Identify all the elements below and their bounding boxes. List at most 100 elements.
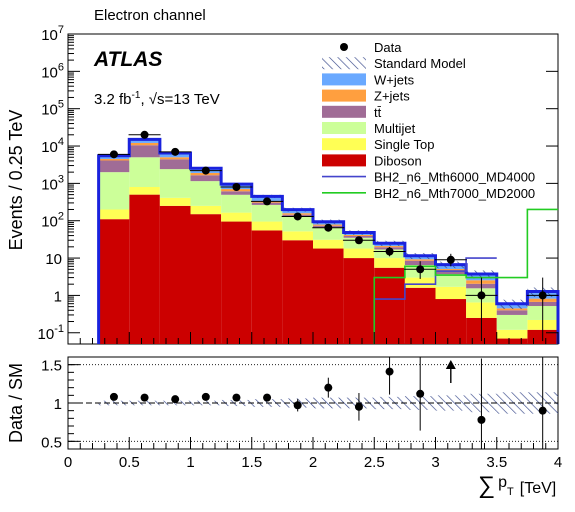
- data-point-9: [385, 247, 394, 256]
- bar-diboson-4: [221, 221, 252, 344]
- ratio-point-7: [324, 383, 333, 392]
- bar-tt--11: [435, 270, 467, 275]
- bar-multijet-6: [282, 216, 313, 232]
- legend-item-9: BH2_n6_Mth7000_MD2000: [322, 186, 535, 201]
- bar-multijet-0: [98, 172, 130, 210]
- data-point-3: [201, 166, 210, 175]
- ratio-point-1: [140, 393, 149, 402]
- bar-single-top-11: [435, 286, 467, 300]
- ytick-label-3: 102: [41, 211, 64, 231]
- bar-multijet-11: [435, 274, 467, 287]
- bar-single-top-3: [190, 205, 222, 215]
- ratio-layer: 0.511.50 0.5 1 1.5 2 2.5 3 3.5 4: [41, 357, 562, 471]
- bar-z-jets-2: [159, 157, 191, 160]
- bar-diboson-3: [190, 214, 222, 344]
- legend-item-4: tt̄: [322, 105, 382, 120]
- bar-z-jets-10: [404, 259, 436, 261]
- xtick-label-2: 1: [186, 454, 194, 471]
- ratio-ytick-label-2: 1.5: [41, 358, 62, 375]
- data-point-4: [232, 182, 241, 191]
- bar-diboson-10: [404, 287, 436, 344]
- ratio-point-2: [171, 395, 180, 404]
- legend-swatch: [322, 105, 366, 118]
- data-point-11: [446, 255, 455, 264]
- ytick-label-8: 107: [41, 24, 64, 44]
- bar-diboson-0: [98, 219, 130, 344]
- bar-tt--4: [221, 191, 252, 195]
- legend-swatch: [322, 73, 366, 86]
- ratio-band-7: [313, 397, 344, 409]
- ytick-label-6: 105: [41, 99, 64, 119]
- xtick-label-0: 0: [64, 454, 72, 471]
- legend-swatch: [322, 57, 366, 70]
- ytick-label-0: 10-1: [38, 323, 64, 343]
- bar-diboson-1: [129, 194, 160, 344]
- bar-tt--13: [496, 310, 528, 315]
- ratio-panel: 0.511.50 0.5 1 1.5 2 2.5 3 3.5 4 Data / SM ∑ pT [T…: [6, 356, 562, 499]
- bar-diboson-9: [374, 267, 405, 344]
- ratio-point-4: [232, 393, 241, 402]
- ytick-label-1: 1: [54, 288, 62, 305]
- ratio-point-3: [201, 392, 210, 401]
- bar-diboson-7: [313, 248, 344, 344]
- bar-multijet-3: [190, 181, 222, 206]
- legend-item-5: Multijet: [322, 121, 416, 136]
- atlas-label: ATLAS: [93, 48, 162, 71]
- data-point-6: [293, 212, 302, 221]
- bar-z-jets-8: [343, 234, 375, 236]
- stack-layer: [97, 130, 560, 344]
- ytick-label-7: 106: [41, 61, 64, 81]
- ratio-point-12: [538, 406, 547, 415]
- bar-diboson-6: [282, 240, 313, 344]
- channel-label: Electron channel: [94, 7, 206, 24]
- bar-single-top-5: [251, 221, 283, 231]
- ratio-y-axis-label: Data / SM: [6, 363, 26, 443]
- legend-label: Single Top: [374, 137, 434, 152]
- ratio-point-8: [354, 402, 363, 411]
- lumi-label: 3.2 fb-1, √s=13 TeV: [94, 90, 220, 108]
- xtick-label-7: 3.5: [486, 454, 507, 471]
- ratio-point-9: [385, 367, 394, 376]
- data-point-5: [263, 197, 272, 206]
- legend-item-1: Standard Model: [322, 56, 466, 71]
- bar-single-top-13: [496, 329, 528, 339]
- ratio-ytick-label-1: 1: [54, 396, 62, 413]
- legend-item-3: Z+jets: [322, 89, 410, 104]
- legend-item-6: Single Top: [322, 137, 434, 152]
- ratio-point-10: [416, 389, 425, 398]
- bar-z-jets-11: [435, 268, 467, 271]
- legend-label: Diboson: [374, 153, 422, 168]
- legend-label: BH2_n6_Mth7000_MD2000: [374, 186, 535, 201]
- ratio-ytick-label-0: 0.5: [41, 434, 62, 451]
- ratio-point-0: [109, 392, 118, 401]
- legend-label: Standard Model: [374, 56, 466, 71]
- bar-single-top-6: [282, 231, 313, 241]
- xtick-label-8: 4: [554, 454, 562, 471]
- data-point-7: [324, 223, 333, 232]
- data-point-2: [171, 147, 180, 156]
- y-axis-label: Events / 0.25 TeV: [6, 110, 26, 251]
- legend-swatch: [322, 122, 366, 134]
- ratio-point-5: [263, 393, 272, 402]
- x-axis-label: ∑ pT [TeV]: [478, 472, 556, 499]
- legend-label: tt̄: [374, 105, 382, 120]
- bar-multijet-2: [159, 169, 191, 198]
- bar-single-top-4: [221, 212, 252, 222]
- signal-line-1: [373, 208, 558, 344]
- sm-total-line: [97, 137, 560, 344]
- bar-z-jets-9: [374, 246, 405, 248]
- legend-label: Z+jets: [374, 89, 410, 104]
- bar-z-jets-13: [496, 308, 528, 311]
- bar-single-top-9: [374, 258, 405, 268]
- data-point-1: [140, 130, 149, 139]
- bar-single-top-0: [98, 209, 130, 220]
- data-point-14: [538, 291, 547, 300]
- legend-swatch: [322, 154, 366, 167]
- bar-diboson-13: [496, 338, 528, 344]
- bar-single-top-8: [343, 248, 375, 259]
- bar-multijet-4: [221, 194, 252, 213]
- main-y-ticks: 10-1 1 10 102 103 104 105 106 107: [38, 24, 558, 343]
- legend-swatch: [322, 138, 366, 151]
- bar-tt--0: [98, 160, 130, 173]
